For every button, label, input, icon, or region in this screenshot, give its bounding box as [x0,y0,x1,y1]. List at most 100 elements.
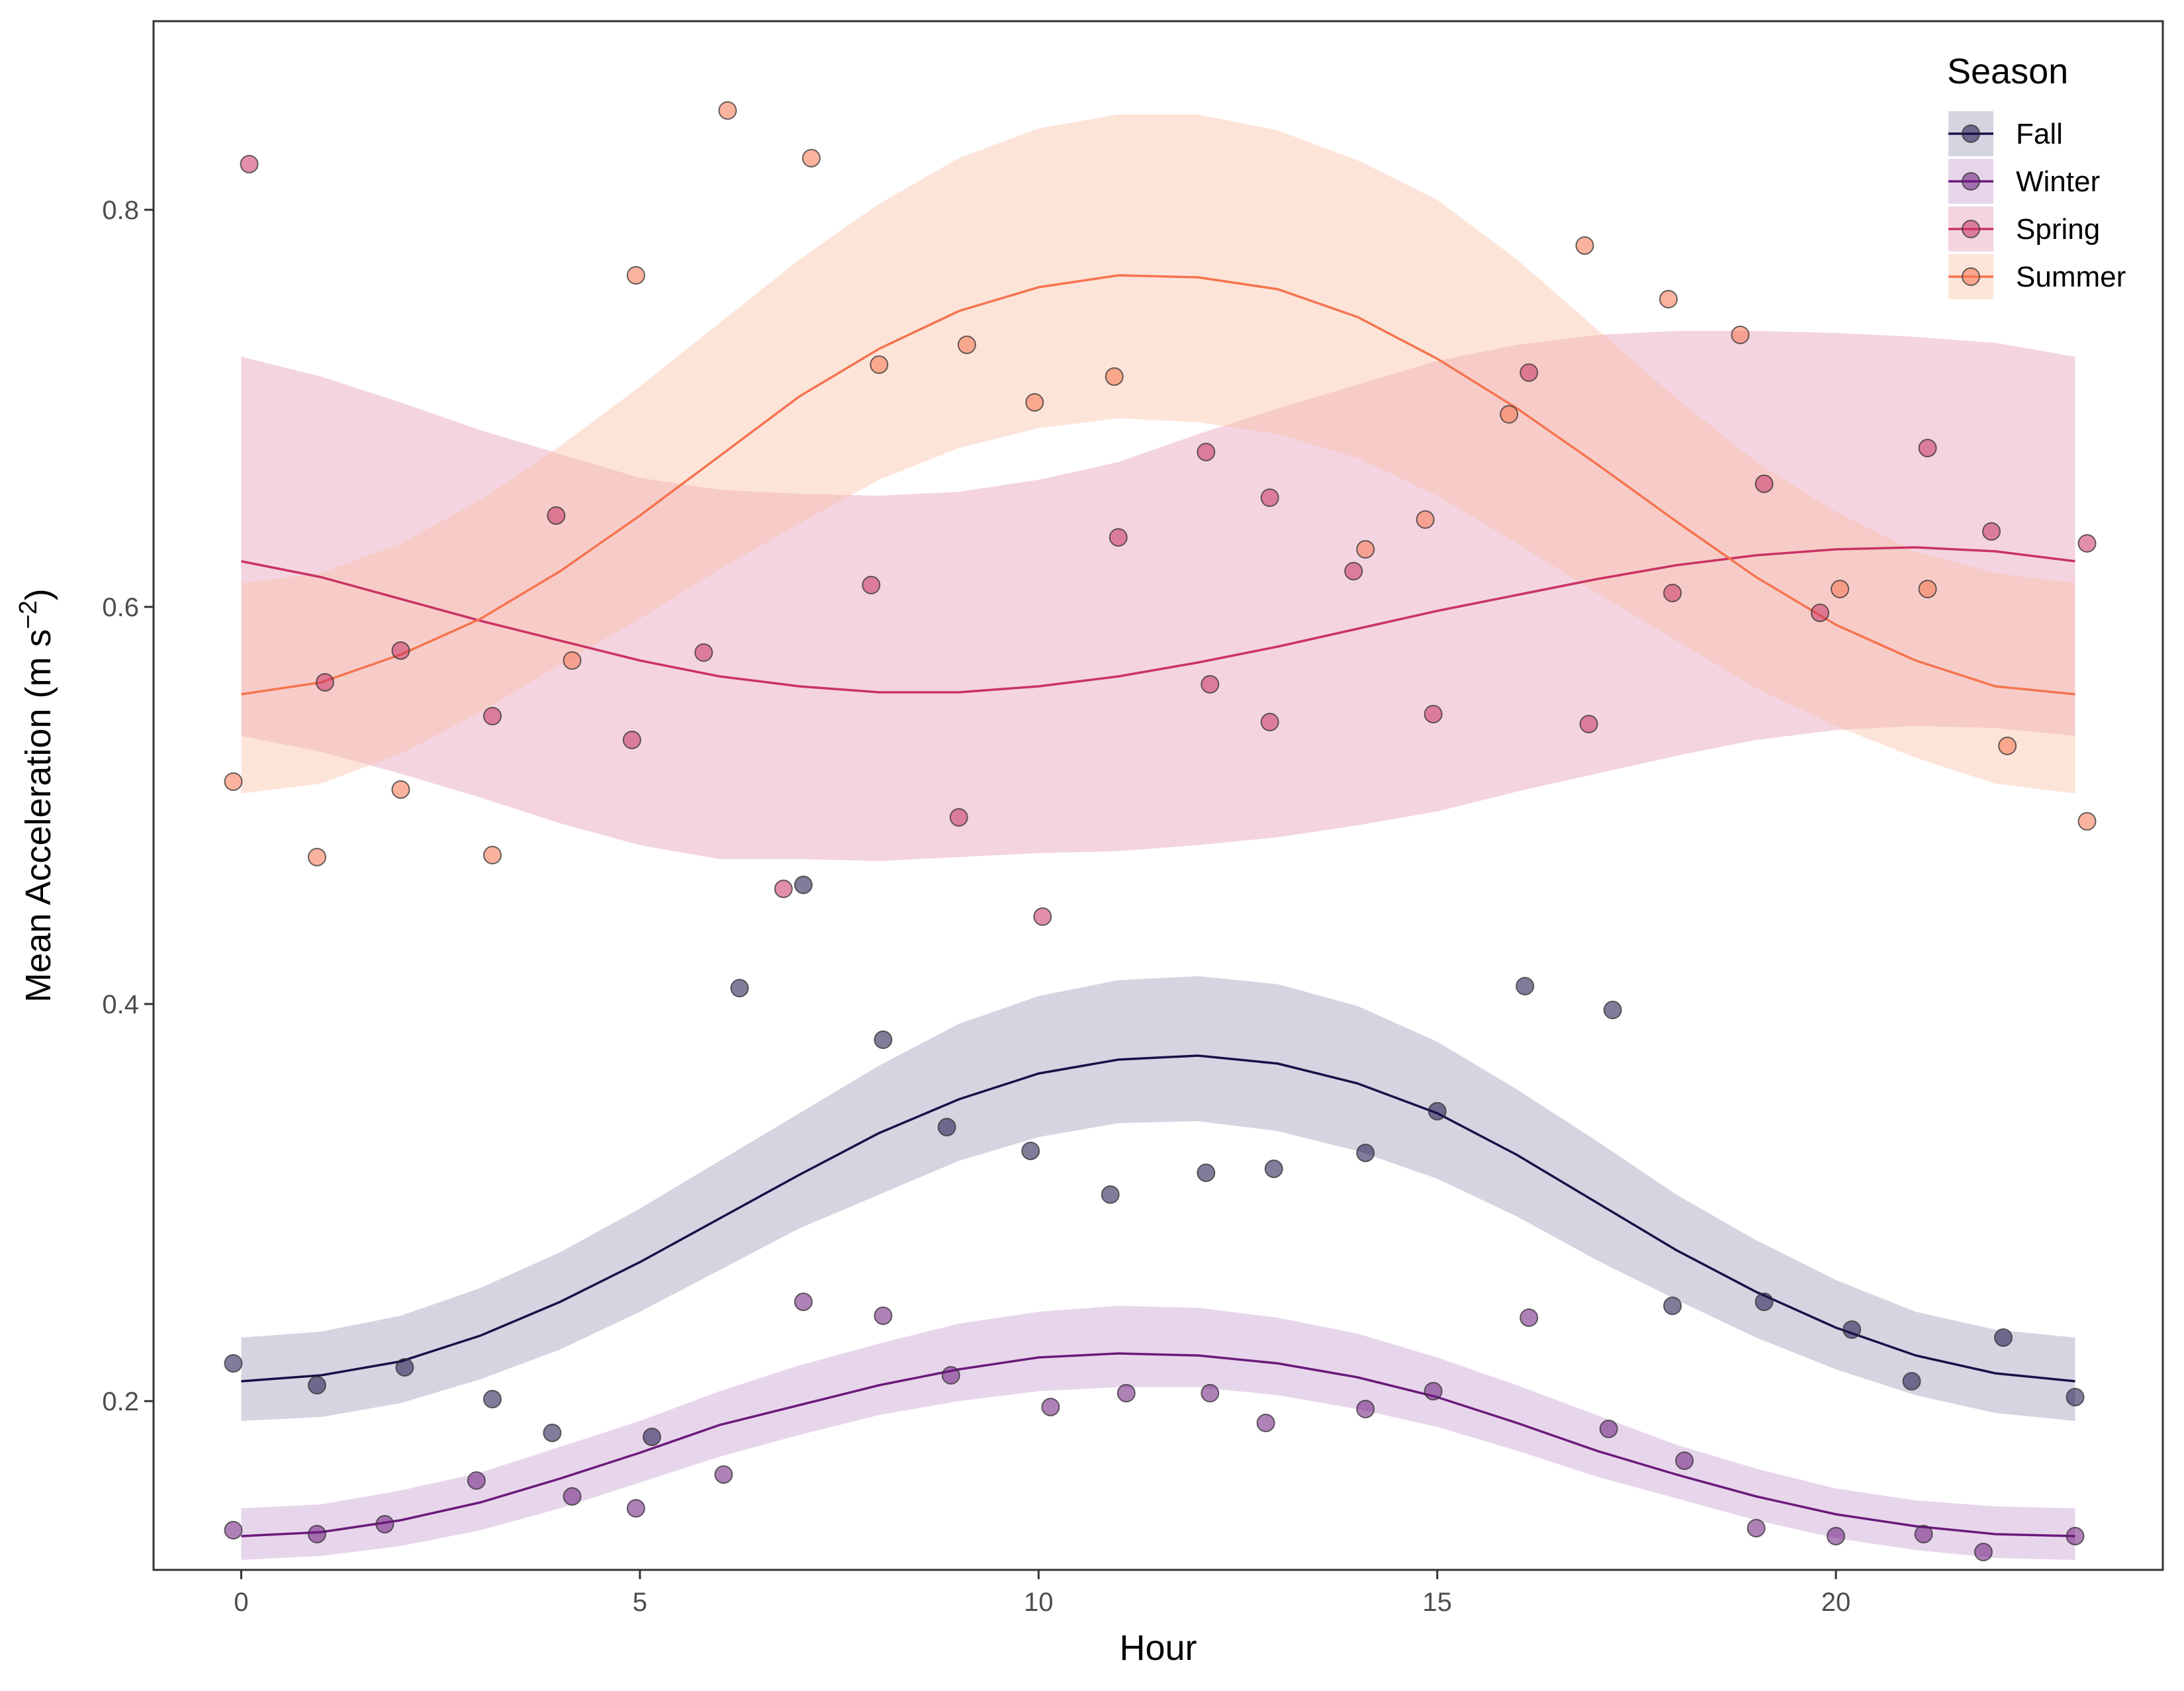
winter-data-point [1827,1527,1845,1545]
winter-data-point [714,1465,733,1484]
spring-data-point [1811,604,1829,622]
fall-data-point [1356,1144,1375,1162]
legend-label-spring: Spring [2016,213,2100,246]
summer-data-point [563,651,582,670]
spring-data-point [240,155,259,173]
legend-marker-fall [1962,124,1980,143]
x-tick-label: 0 [234,1588,248,1617]
spring-data-point [2077,534,2097,553]
spring-data-point [1579,715,1598,733]
x-axis-title: Hour [1119,1628,1197,1668]
winter-data-point [1675,1451,1694,1470]
fall-data-point [1101,1185,1120,1204]
summer-data-point [801,149,821,167]
summer-data-point [870,355,889,374]
legend-title: Season [1947,52,2068,91]
axes: 0 5 10 15 20 0.2 0.4 0.6 0.8 [102,196,1850,1617]
spring-data-point [1424,705,1443,723]
spring-data-point [1982,522,2001,541]
spring-data-point [391,641,410,660]
winter-data-point [1041,1398,1060,1416]
summer-data-point [1416,510,1435,529]
spring-data-point [862,576,881,594]
summer-data-point [2077,812,2097,831]
legend-marker-spring [1962,220,1980,238]
winter-data-point [794,1293,813,1311]
legend-label-winter: Winter [2016,165,2100,198]
spring-data-point [1918,439,1937,457]
fall-data-point [224,1354,243,1373]
winter-data-point [1599,1420,1618,1438]
summer-data-point [1105,367,1124,386]
spring-data-point [1663,584,1682,602]
spring-data-point [1109,528,1128,547]
spring-data-point [1260,488,1279,507]
spring-data-point [1033,907,1052,926]
winter-data-point [467,1471,486,1490]
spring-data-point [1260,713,1279,731]
fall-data-point [1603,1001,1622,1019]
y-axis-title-main: Mean Acceleration (m s [19,629,58,1003]
y-tick-label: 0.6 [102,593,139,622]
summer-data-point [391,780,410,799]
fall-data-point [1902,1372,1921,1391]
winter-data-point [626,1499,645,1518]
summer-data-point [308,848,326,866]
fall-data-point [1663,1297,1682,1315]
fall-data-point [643,1428,661,1446]
summer-data-point [1575,236,1594,255]
spring-data-point [622,731,641,749]
summer-data-point [1500,405,1519,424]
winter-data-point [1116,1384,1136,1402]
fall-data-point [937,1118,956,1136]
summer-data-point [1659,290,1678,308]
fall-data-point [1021,1142,1040,1160]
fall-data-point [1994,1328,2013,1347]
spring-data-point [949,808,968,827]
winter-data-point [874,1306,893,1325]
fall-data-point [2066,1388,2085,1406]
plot-panel-border [152,20,2164,1571]
fall-data-point [1428,1102,1447,1120]
fall-data-point [1843,1320,1862,1339]
summer-data-point [1918,580,1937,598]
legend-marker-winter [1962,172,1980,191]
x-tick-label: 5 [633,1588,647,1617]
data-points [224,101,2097,1561]
winter-data-point [1201,1384,1220,1402]
fall-confidence-band [241,976,2075,1421]
winter-data-point [2066,1527,2085,1545]
winter-data-point [1747,1519,1766,1537]
summer-data-point [1831,580,1850,598]
legend-items: Fall Winter Spring Summer [1948,111,2126,299]
fall-data-point [543,1424,562,1442]
winter-fit-line [241,1352,2075,1537]
summer-data-point [224,772,243,791]
y-tick-label: 0.8 [102,196,139,225]
fall-data-point [1264,1160,1283,1178]
winter-data-point [224,1521,243,1539]
summer-data-point [1731,326,1750,344]
winter-data-point [1520,1308,1539,1327]
spring-fit-line [241,546,2075,694]
spring-confidence-band [241,331,2075,861]
y-tick-label: 0.2 [102,1387,139,1416]
x-tick-label: 10 [1024,1588,1054,1617]
summer-data-point [1025,393,1044,412]
y-axis-title-superscript: −2 [15,600,42,629]
fall-data-point [874,1030,893,1049]
legend-label-fall: Fall [2016,118,2063,150]
spring-data-point [694,643,713,662]
fall-data-point [794,876,813,894]
winter-data-point [941,1366,960,1385]
winter-data-point [1356,1400,1375,1418]
winter-data-point [1424,1382,1443,1400]
fall-data-point [1754,1293,1774,1311]
winter-data-point [1914,1525,1933,1543]
y-axis-title: Mean Acceleration (m s−2) [15,588,58,1003]
spring-data-point [547,506,566,525]
winter-confidence-band [241,1306,2075,1560]
fall-data-point [730,979,749,997]
